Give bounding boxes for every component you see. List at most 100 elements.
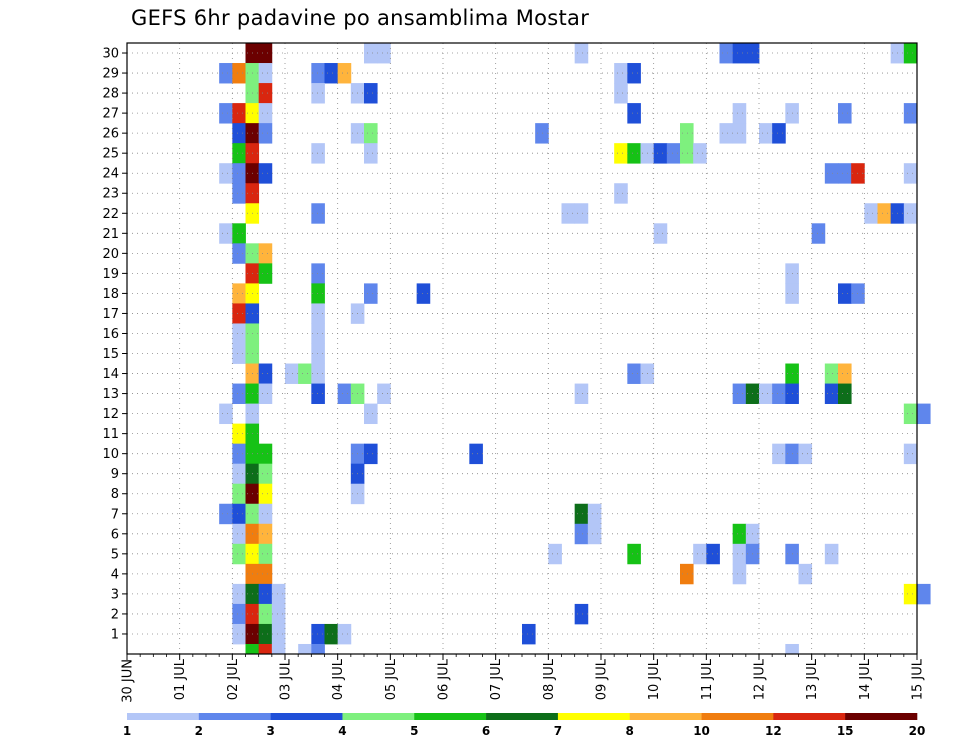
heatmap-cell [759,123,773,144]
heatmap-cell [917,583,931,605]
heatmap-cell [693,543,707,565]
heatmap-cell [232,143,246,164]
heatmap-cell [838,363,852,384]
heatmap-cell [232,323,246,344]
heatmap-cell [232,243,246,264]
heatmap-cell [232,443,246,465]
heatmap-cell [232,223,246,244]
heatmap-cell [574,43,589,64]
heatmap-cell [838,283,852,304]
y-tick-label: 16 [102,327,119,342]
legend-label: 12 [765,724,782,738]
heatmap-cell [587,523,602,545]
heatmap-cell [587,503,602,525]
legend-label: 2 [195,724,203,738]
heatmap-cell [337,383,352,404]
heatmap-cell [311,303,325,324]
heatmap-cell [364,283,378,304]
y-tick-label: 6 [111,527,119,542]
legend-swatch [127,713,200,720]
y-tick-label: 17 [102,307,119,322]
legend-swatch [414,713,487,720]
heatmap-cell [732,103,747,124]
heatmap-cell [219,403,233,425]
y-tick-label: 2 [111,607,119,622]
heatmap-cell [258,563,273,585]
heatmap-cell [232,463,246,485]
heatmap-cell [298,643,312,655]
heatmap-cell [219,223,233,244]
x-tick-label: 11 JUL [700,658,715,700]
heatmap-cell [614,83,628,104]
heatmap-cell [258,163,273,184]
color-legend: 1 2 3 4 5 6 7 8 10 12 15 20 [123,713,925,738]
heatmap-cell [627,543,641,565]
heatmap-cell [864,203,878,224]
heatmap-cell [653,223,668,244]
heatmap-cell [364,443,378,465]
heatmap-cell [258,363,273,384]
heatmap-cell [772,123,786,144]
y-tick-label: 3 [111,587,119,602]
heatmap-cell [219,163,233,184]
legend-label: 15 [837,724,854,738]
heatmap-cell [574,383,589,404]
y-axis: 1234567891011121314151617181920212223242… [102,47,127,642]
x-axis: 30 JUN 01 JUL 02 JUL 03 JUL 04 JUL 05 JUL 06 J… [121,654,926,703]
heatmap-cell [311,323,325,344]
legend-swatch [342,713,415,720]
heatmap-cell [732,563,747,585]
heatmap-cell [917,403,931,425]
heatmap-cell [298,363,312,384]
x-tick-label: 05 JUL [384,658,399,700]
y-tick-label: 19 [102,267,119,282]
heatmap-cell [732,383,747,404]
legend-label: 7 [554,724,562,738]
heatmap-cell [364,43,378,64]
legend-swatch [557,713,631,720]
y-tick-label: 7 [111,507,119,522]
y-tick-label: 8 [111,487,119,502]
x-tick-label: 01 JUL [173,658,188,700]
chart-title: GEFS 6hr padavine po ansamblima Mostar [131,6,590,30]
heatmap-cell [574,203,589,224]
x-tick-label: 04 JUL [331,658,346,700]
heatmap-cell [838,103,852,124]
heatmap-cell [574,603,589,625]
heatmap-cell [232,283,246,304]
x-tick-label: 15 JUL [911,658,926,700]
heatmap-cell [219,503,233,525]
y-tick-label: 21 [102,227,119,242]
heatmap-cell [772,383,786,404]
heatmap-cell [311,143,325,164]
heatmap-cell [232,483,246,505]
y-tick-label: 28 [102,87,119,102]
heatmap-cell [232,163,246,184]
heatmap-cell [364,83,378,104]
heatmap-cell [666,143,681,164]
heatmap-cell [785,643,799,655]
y-tick-label: 26 [102,127,119,142]
legend-label: 1 [123,724,131,738]
y-tick-label: 13 [102,387,119,402]
x-tick-label: 09 JUL [595,658,610,700]
heatmap-cell [232,623,246,645]
heatmap-cell [258,523,273,545]
y-tick-label: 25 [102,147,119,162]
legend-label: 8 [626,724,634,738]
x-tick-label: 12 JUL [753,658,768,700]
heatmap-cell [824,543,839,565]
legend-swatch [701,713,774,720]
heatmap-cell [535,123,549,144]
heatmap-cell [719,43,734,64]
heatmap-cell [271,603,286,625]
y-tick-label: 4 [111,567,119,582]
heatmap-cell [680,143,694,164]
heatmap-cell [627,363,641,384]
heatmap-cell [311,203,325,224]
heatmap-cell [232,183,246,204]
y-tick-label: 30 [102,47,119,62]
heatmap-cell [548,543,562,565]
heatmap-cell [732,43,747,64]
heatmap-cell [838,163,852,184]
